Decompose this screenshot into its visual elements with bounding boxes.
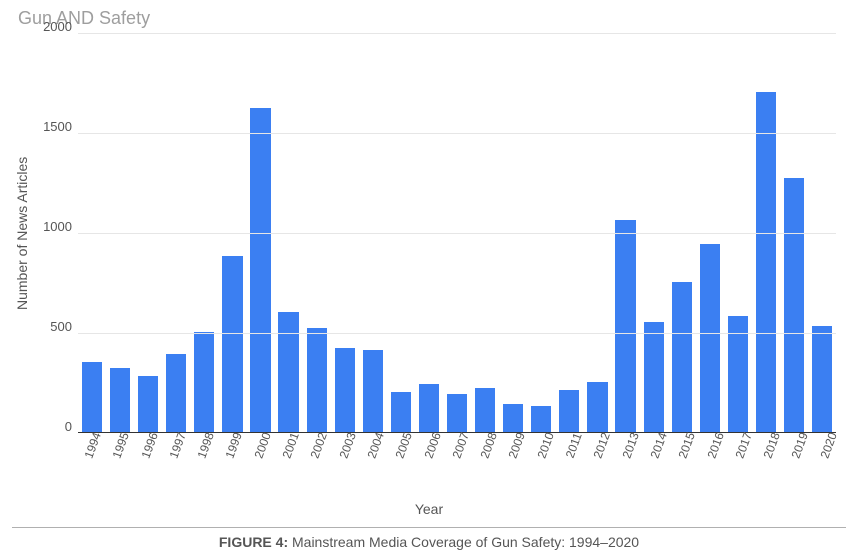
bar: [784, 178, 804, 432]
gridline: [78, 333, 836, 334]
bar: [615, 220, 635, 432]
y-axis-label: Number of News Articles: [12, 33, 32, 433]
chart-title: Gun AND Safety: [18, 8, 846, 29]
x-axis-label: Year: [12, 501, 846, 517]
bar: [419, 384, 439, 432]
bar: [194, 332, 214, 432]
bar: [166, 354, 186, 432]
bar: [447, 394, 467, 432]
bar: [700, 244, 720, 432]
bar: [82, 362, 102, 432]
bar: [250, 108, 270, 432]
bar: [559, 390, 579, 432]
figure-caption: FIGURE 4: Mainstream Media Coverage of G…: [12, 534, 846, 550]
bar: [644, 322, 664, 432]
figure-label: FIGURE 4:: [219, 534, 288, 550]
bar: [587, 382, 607, 432]
bar: [812, 326, 832, 432]
bar: [756, 92, 776, 432]
figure-caption-text: Mainstream Media Coverage of Gun Safety:…: [292, 534, 639, 550]
bar: [278, 312, 298, 432]
bar: [335, 348, 355, 432]
gridline: [78, 133, 836, 134]
bar: [475, 388, 495, 432]
plot-area: [78, 33, 836, 433]
gridline: [78, 33, 836, 34]
x-axis-ticks: 1994199519961997199819992000200120022003…: [72, 433, 836, 483]
bar: [391, 392, 411, 432]
bar: [503, 404, 523, 432]
chart-container: Number of News Articles 2000150010005000…: [12, 33, 846, 528]
y-axis-ticks: 2000150010005000: [32, 33, 78, 433]
bar: [363, 350, 383, 432]
bar: [672, 282, 692, 432]
gridline: [78, 233, 836, 234]
bar: [110, 368, 130, 432]
bar: [307, 328, 327, 432]
bar: [222, 256, 242, 432]
bar: [138, 376, 158, 432]
bar: [531, 406, 551, 432]
